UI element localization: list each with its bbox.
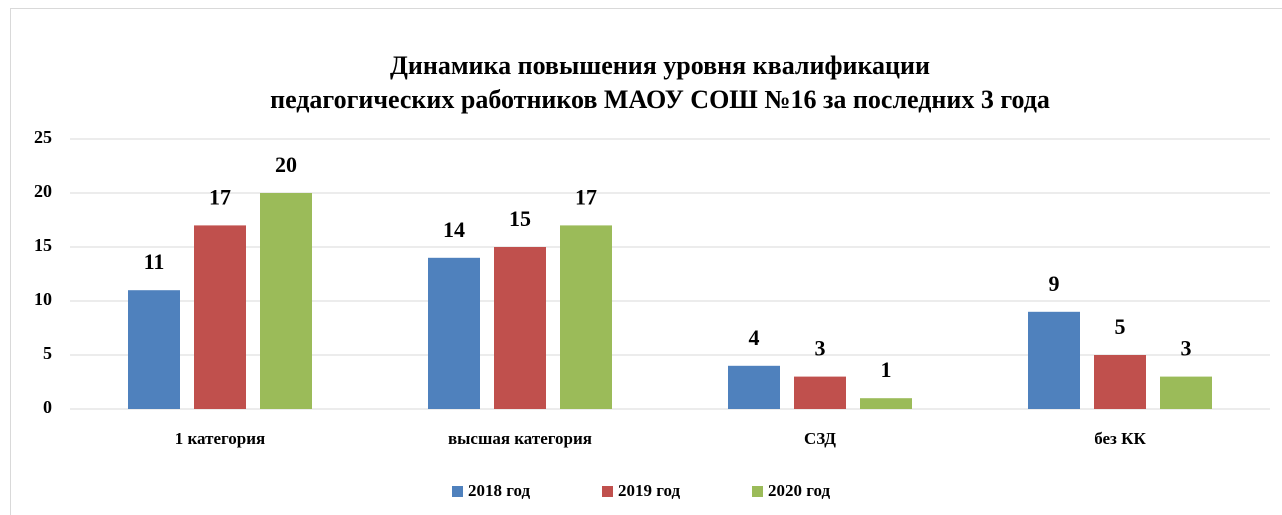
- data-label: 20: [275, 152, 297, 177]
- chart-title: педагогических работников МАОУ СОШ №16 з…: [270, 85, 1050, 114]
- legend-label: 2018 год: [468, 481, 531, 500]
- bar: [860, 398, 912, 409]
- bar: [494, 247, 546, 409]
- bar: [728, 365, 780, 409]
- data-label: 14: [443, 217, 465, 242]
- data-label: 17: [209, 184, 231, 209]
- data-label: 3: [1181, 336, 1192, 361]
- x-tick-label: СЗД: [804, 429, 836, 448]
- data-label: 4: [749, 325, 760, 350]
- bar: [1028, 311, 1080, 409]
- chart-border: [10, 8, 1282, 515]
- bar: [1160, 376, 1212, 409]
- legend-label: 2020 год: [768, 481, 831, 500]
- bar: [794, 376, 846, 409]
- legend-swatch: [452, 486, 463, 497]
- y-tick-label: 20: [34, 181, 52, 201]
- legend-swatch: [752, 486, 763, 497]
- legend-label: 2019 год: [618, 481, 681, 500]
- data-label: 1: [881, 357, 892, 382]
- chart-title: Динамика повышения уровня квалификации: [390, 51, 930, 80]
- bar: [560, 225, 612, 409]
- y-tick-label: 5: [43, 343, 52, 363]
- bar: [128, 290, 180, 409]
- x-tick-label: без КК: [1094, 429, 1146, 448]
- data-label: 15: [509, 206, 531, 231]
- bar: [1094, 355, 1146, 409]
- y-tick-label: 15: [34, 235, 52, 255]
- legend-swatch: [602, 486, 613, 497]
- data-label: 3: [815, 336, 826, 361]
- data-label: 9: [1049, 271, 1060, 296]
- y-tick-label: 10: [34, 289, 52, 309]
- bar: [428, 257, 480, 409]
- y-tick-label: 25: [34, 127, 52, 147]
- y-tick-label: 0: [43, 397, 52, 417]
- bar: [260, 193, 312, 409]
- data-label: 11: [144, 249, 165, 274]
- x-tick-label: высшая категория: [448, 429, 592, 448]
- data-label: 5: [1115, 314, 1126, 339]
- data-label: 17: [575, 184, 597, 209]
- bar: [194, 225, 246, 409]
- x-tick-label: 1 категория: [175, 429, 266, 448]
